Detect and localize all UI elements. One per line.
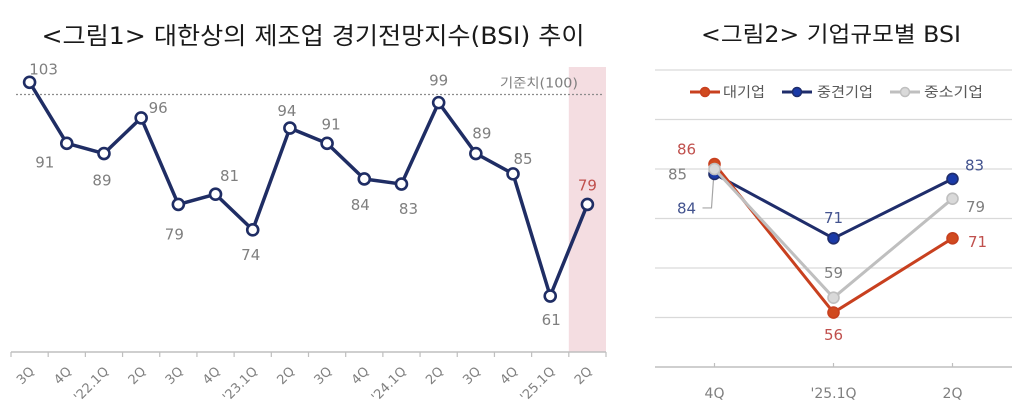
data-point-marker xyxy=(97,146,111,161)
series-2 xyxy=(708,162,959,305)
legend-label: 중소기업 xyxy=(924,85,983,101)
data-point-marker xyxy=(580,197,595,212)
data-label: 99 xyxy=(429,72,448,90)
legend-marker-swatch xyxy=(699,86,711,98)
data-label: 71 xyxy=(968,233,987,251)
data-point-marker xyxy=(208,187,223,202)
data-label: 74 xyxy=(241,246,260,264)
data-point-marker xyxy=(827,306,840,319)
data-label: 91 xyxy=(35,153,54,171)
legend-marker-swatch xyxy=(791,86,803,98)
x-tick-label: '25.1Q xyxy=(810,386,856,402)
data-label: 91 xyxy=(322,115,341,133)
x-tick-label: 4Q xyxy=(705,386,725,402)
figure1-title: <그림1> 대한상의 제조업 경기전망지수(BSI) 추이 xyxy=(42,22,585,50)
data-label: 94 xyxy=(277,102,296,120)
data-label: 84 xyxy=(677,199,696,217)
data-point-marker xyxy=(22,75,37,90)
data-label: 71 xyxy=(824,209,843,227)
data-point-marker xyxy=(431,95,446,110)
legend-marker-swatch xyxy=(899,86,911,98)
bsi-series-line xyxy=(27,80,590,298)
data-point-marker xyxy=(394,177,409,191)
data-label: 56 xyxy=(824,326,843,344)
data-point-marker xyxy=(506,167,520,181)
data-point-marker xyxy=(283,121,297,135)
data-point-marker xyxy=(171,197,186,212)
data-label: 79 xyxy=(966,198,985,216)
data-point-marker xyxy=(708,162,721,176)
figure2-title: <그림2> 기업규모별 BSI xyxy=(701,23,961,48)
data-label: 61 xyxy=(542,311,561,329)
reference-line-label: 기준치(100) xyxy=(500,77,578,92)
legend-label: 중견기업 xyxy=(817,85,873,101)
data-label: 81 xyxy=(220,167,239,185)
data-point-marker xyxy=(59,136,74,151)
data-label: 79 xyxy=(165,225,184,243)
data-label: 85 xyxy=(513,150,532,168)
data-label: 79 xyxy=(578,176,597,194)
legend-item: 대기업 xyxy=(690,85,765,101)
data-point-marker xyxy=(946,172,959,186)
data-label: 84 xyxy=(351,196,370,214)
data-point-marker xyxy=(245,223,260,237)
data-label: 83 xyxy=(399,200,418,218)
legend-item: 중소기업 xyxy=(890,85,983,101)
legend-label: 대기업 xyxy=(723,85,765,101)
data-label: 103 xyxy=(29,60,58,78)
data-point-marker xyxy=(357,172,372,186)
series-1 xyxy=(708,167,959,245)
data-label: 83 xyxy=(965,156,984,174)
legend-item: 중견기업 xyxy=(782,85,873,101)
data-point-marker xyxy=(946,192,959,205)
data-point-marker xyxy=(320,136,334,151)
x-tick-label: 2Q xyxy=(943,386,963,402)
data-label: 86 xyxy=(677,141,696,159)
data-label: 96 xyxy=(149,99,168,117)
data-point-marker xyxy=(134,111,148,125)
data-point-marker xyxy=(543,289,558,303)
data-point-marker xyxy=(469,146,483,161)
data-label: 89 xyxy=(472,125,491,143)
data-point-marker xyxy=(827,232,840,245)
data-label: 89 xyxy=(92,172,111,190)
data-label: 59 xyxy=(824,264,843,282)
legend: 대기업 중견기업 중소기업 xyxy=(690,85,983,101)
data-label: 85 xyxy=(668,166,687,184)
label-leader-line xyxy=(702,178,715,209)
figure2-bsi-by-size-chart: <그림2> 기업규모별 BSI 4Q '25.1Q 2Q 대기업 중견기업 중소기업 86 5… xyxy=(655,23,1012,402)
data-point-marker xyxy=(827,291,840,305)
data-point-marker xyxy=(946,232,959,245)
